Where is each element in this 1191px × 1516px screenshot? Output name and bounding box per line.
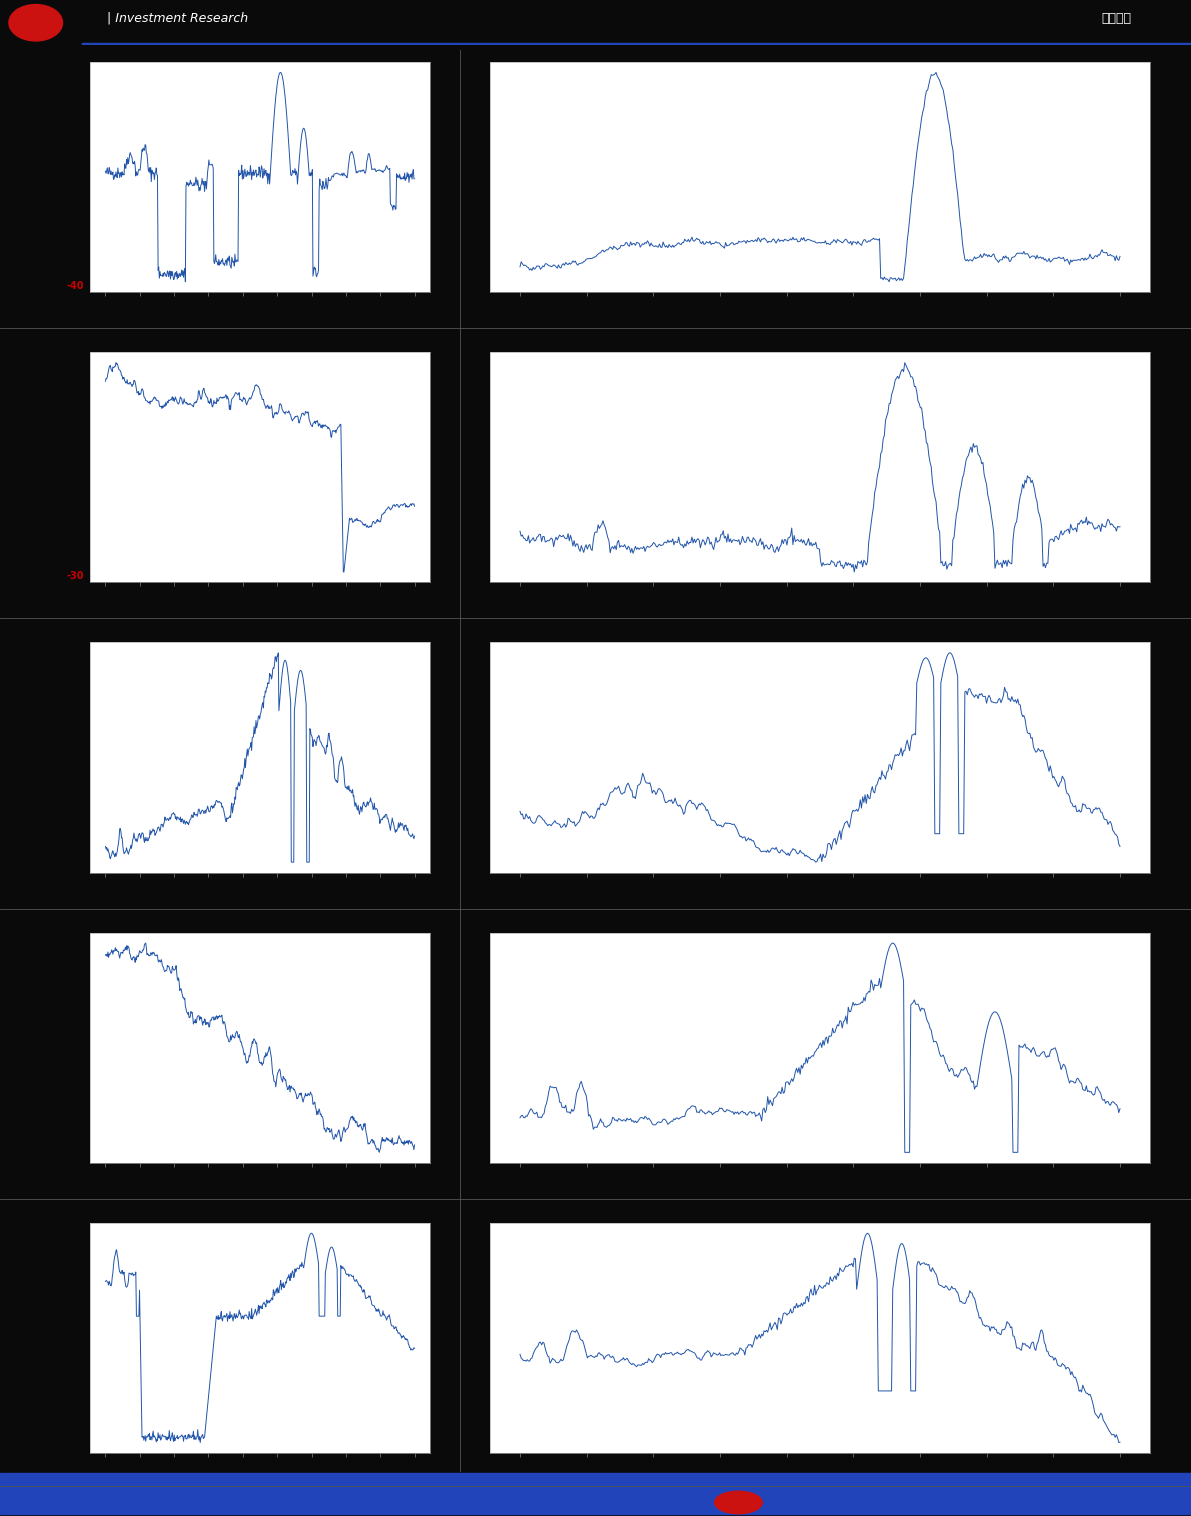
Ellipse shape [715, 1492, 762, 1514]
Text: | Investment Research: | Investment Research [107, 12, 248, 24]
Text: -30: -30 [67, 572, 85, 581]
Text: 估值周报: 估值周报 [1102, 12, 1131, 24]
Ellipse shape [8, 5, 62, 41]
Text: -40: -40 [67, 280, 85, 291]
